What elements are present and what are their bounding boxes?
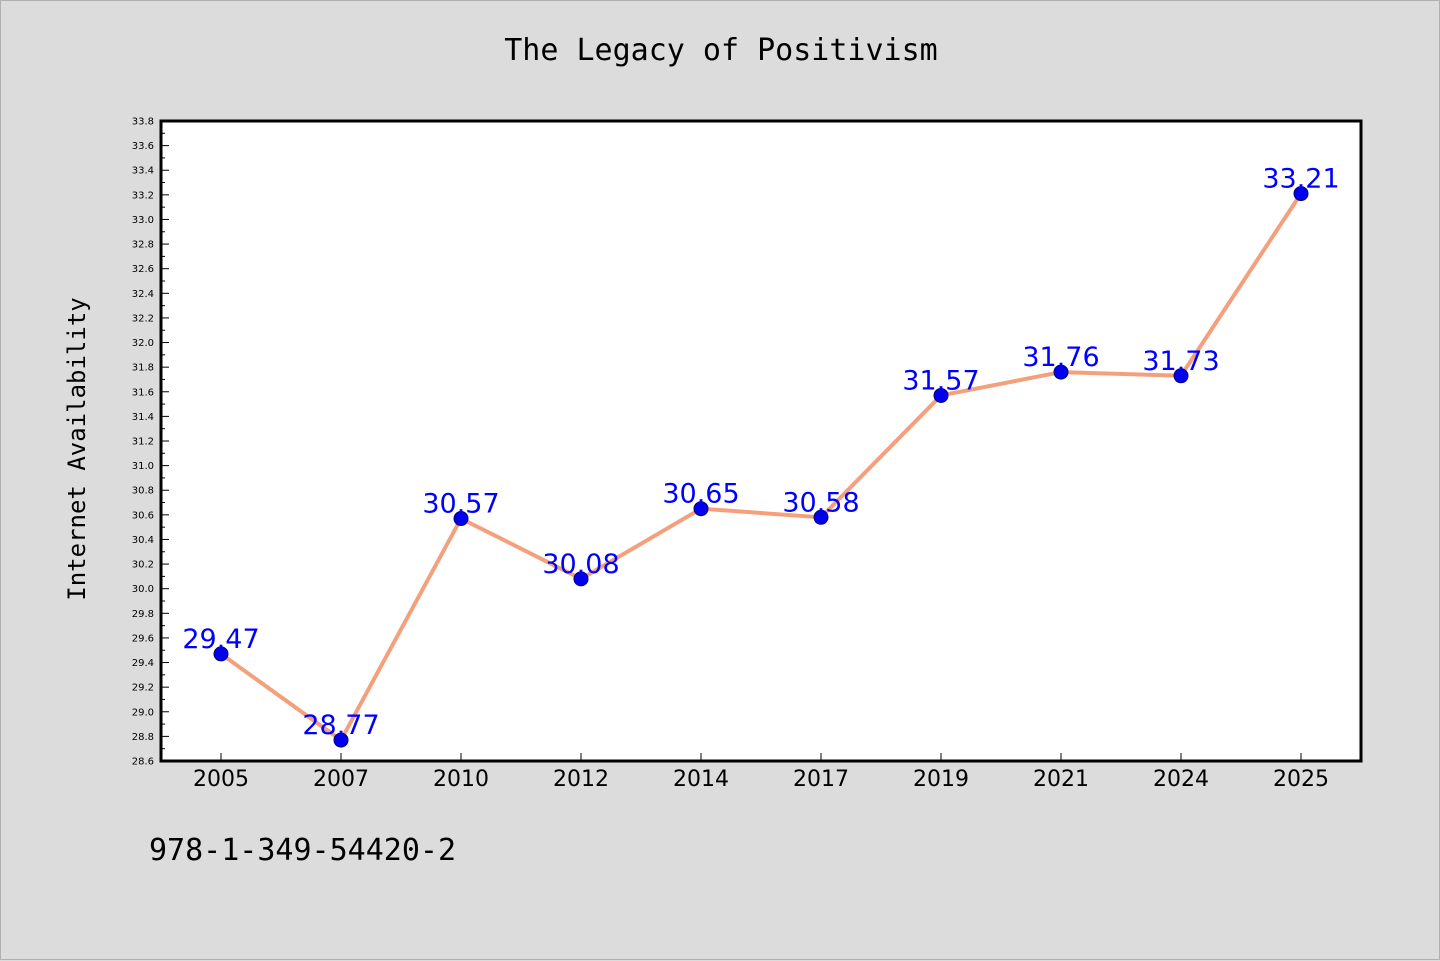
y-tick-label: 33.6	[132, 141, 154, 152]
y-tick-label: 30.6	[132, 510, 154, 521]
y-tick-label: 33.4	[132, 166, 154, 177]
x-tick-label: 2014	[673, 767, 729, 792]
y-tick-label: 29.2	[132, 683, 154, 694]
data-point	[813, 509, 829, 525]
y-tick-label: 33.2	[132, 190, 154, 201]
x-tick-label: 2005	[193, 767, 249, 792]
y-tick-label: 32.8	[132, 240, 154, 251]
data-label: 31.73	[1142, 346, 1219, 377]
data-label: 30.08	[542, 549, 619, 580]
x-tick-label: 2019	[913, 767, 969, 792]
y-tick-label: 32.2	[132, 313, 154, 324]
y-tick-label: 33.0	[132, 215, 154, 226]
data-point	[573, 571, 589, 587]
data-point	[213, 646, 229, 662]
data-label: 31.76	[1022, 342, 1099, 373]
y-tick-label: 31.2	[132, 437, 154, 448]
x-tick-label: 2017	[793, 767, 849, 792]
data-point	[333, 732, 349, 748]
y-tick-label: 32.4	[132, 289, 154, 300]
footnote-isbn: 978-1-349-54420-2	[149, 833, 457, 868]
y-tick-label: 29.6	[132, 633, 154, 644]
y-tick-label: 33.8	[132, 117, 154, 128]
x-tick-label: 2012	[553, 767, 609, 792]
y-tick-label: 28.8	[132, 732, 154, 743]
data-point	[1173, 368, 1189, 384]
chart-title: The Legacy of Positivism	[504, 33, 938, 68]
y-tick-label: 31.8	[132, 363, 154, 374]
x-tick-label: 2024	[1153, 767, 1209, 792]
data-point	[693, 501, 709, 517]
y-tick-label: 30.4	[132, 535, 154, 546]
y-tick-label: 29.8	[132, 609, 154, 620]
data-point	[933, 387, 949, 403]
data-point	[1293, 186, 1309, 202]
x-tick-label: 2010	[433, 767, 489, 792]
data-label: 33.21	[1262, 164, 1339, 195]
y-tick-label: 30.0	[132, 584, 154, 595]
y-tick-label: 30.8	[132, 486, 154, 497]
data-label: 31.57	[902, 365, 979, 396]
y-tick-label: 30.2	[132, 560, 154, 571]
data-label: 29.47	[182, 624, 259, 655]
y-tick-label: 32.0	[132, 338, 154, 349]
data-label: 28.77	[302, 710, 379, 741]
data-point	[1053, 364, 1069, 380]
plot-frame	[159, 119, 1363, 763]
y-tick-label: 29.4	[132, 658, 154, 669]
data-point	[453, 511, 469, 527]
y-tick-label: 31.6	[132, 387, 154, 398]
data-label: 30.58	[782, 487, 859, 518]
y-tick-label: 31.0	[132, 461, 154, 472]
y-tick-label: 29.0	[132, 707, 154, 718]
y-tick-label: 32.6	[132, 264, 154, 275]
data-label: 30.57	[422, 489, 499, 520]
y-tick-label: 28.6	[132, 757, 154, 768]
data-label: 30.65	[662, 479, 739, 510]
y-tick-label: 31.4	[132, 412, 154, 423]
x-tick-label: 2021	[1033, 767, 1089, 792]
plot-background	[161, 121, 1361, 761]
series-line	[219, 191, 1303, 743]
x-tick-label: 2025	[1273, 767, 1329, 792]
x-tick-label: 2007	[313, 767, 369, 792]
